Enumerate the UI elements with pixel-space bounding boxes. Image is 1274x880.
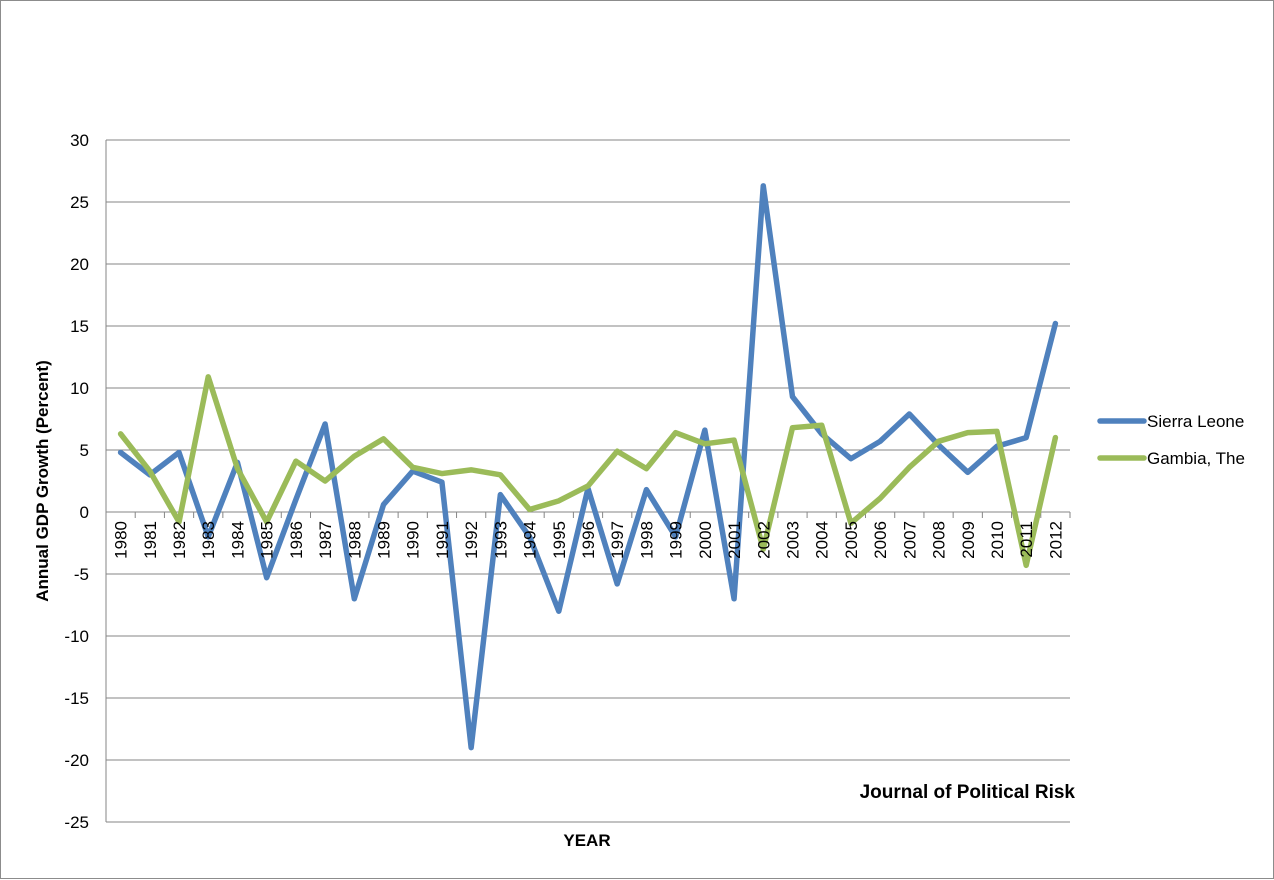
source-annotation: Journal of Political Risk <box>860 782 1076 803</box>
x-tick-label: 1998 <box>637 521 656 559</box>
legend: Sierra Leone Gambia, The <box>1100 412 1245 468</box>
x-tick-label: 1985 <box>258 521 277 559</box>
legend-label-sierra-leone: Sierra Leone <box>1147 412 1244 431</box>
x-tick-label: 1982 <box>170 521 189 559</box>
x-tick-label: 2011 <box>1017 521 1036 558</box>
x-tick-label: 1986 <box>287 521 306 559</box>
series-lines <box>121 186 1056 748</box>
x-tick-label: 2001 <box>725 521 744 559</box>
x-tick-label: 2003 <box>783 521 802 559</box>
x-tick-label: 1989 <box>375 521 394 559</box>
y-axis-title: Annual GDP Growth (Percent) <box>33 360 52 602</box>
y-tick-label: -20 <box>64 751 89 770</box>
y-tick-label: 20 <box>70 255 89 274</box>
x-tick-label: 1983 <box>199 521 218 559</box>
x-tick-label: 2002 <box>754 521 773 559</box>
y-tick-label: -25 <box>64 813 89 832</box>
legend-label-gambia: Gambia, The <box>1147 449 1245 468</box>
x-tick-label: 1993 <box>491 521 510 559</box>
y-tick-label: 5 <box>80 441 89 460</box>
x-tick-label: 2006 <box>871 521 890 559</box>
x-tick-label: 1981 <box>141 521 160 559</box>
x-tick-label: 1992 <box>462 521 481 559</box>
x-tick-label: 2012 <box>1046 521 1065 559</box>
x-tick-label: 1995 <box>550 521 569 559</box>
x-tick-label: 1997 <box>608 521 627 559</box>
y-tick-label: 0 <box>80 503 89 522</box>
x-tick-label: 1988 <box>345 521 364 559</box>
x-tick-label: 1980 <box>112 521 131 559</box>
x-tick-label: 2005 <box>842 521 861 559</box>
legend-entry-sierra-leone: Sierra Leone <box>1100 412 1244 431</box>
series-line-sierra-leone <box>121 186 1056 748</box>
x-tick-label: 2007 <box>900 521 919 559</box>
x-tick-label: 1984 <box>228 521 247 559</box>
x-tick-label: 1987 <box>316 521 335 559</box>
y-tick-label: 15 <box>70 317 89 336</box>
x-tick-label: 2010 <box>988 521 1007 559</box>
y-tick-label: -15 <box>64 689 89 708</box>
x-tick-label: 1999 <box>667 521 686 559</box>
x-tick-label: 2004 <box>813 521 832 559</box>
y-tick-label: 30 <box>70 131 89 150</box>
gridlines <box>106 140 1070 822</box>
x-tick-label: 1996 <box>579 521 598 559</box>
y-tick-label: 25 <box>70 193 89 212</box>
x-tick-label: 1990 <box>404 521 423 559</box>
x-tick-label: 1994 <box>521 521 540 559</box>
y-tick-label: -10 <box>64 627 89 646</box>
legend-entry-gambia: Gambia, The <box>1100 449 1245 468</box>
y-axis-ticks: 30 25 20 15 10 5 0 -5 -10 -15 -20 -25 <box>64 131 89 832</box>
y-tick-label: -5 <box>74 565 89 584</box>
x-tick-label: 1991 <box>433 521 452 559</box>
y-tick-label: 10 <box>70 379 89 398</box>
x-tick-label: 2009 <box>959 521 978 559</box>
x-tick-label: 2008 <box>930 521 949 559</box>
x-tick-label: 2000 <box>696 521 715 559</box>
x-axis-title: YEAR <box>563 831 610 850</box>
